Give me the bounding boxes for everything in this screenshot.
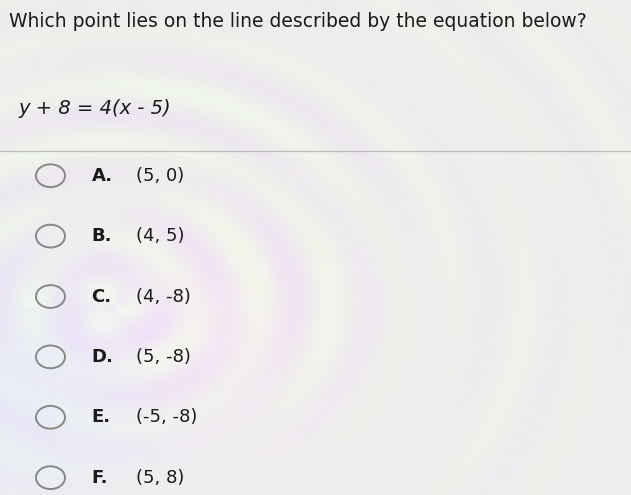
Text: y + 8 = 4(x - 5): y + 8 = 4(x - 5)	[19, 99, 172, 118]
Text: (4, 5): (4, 5)	[136, 227, 184, 245]
Text: Which point lies on the line described by the equation below?: Which point lies on the line described b…	[9, 12, 587, 31]
Text: (-5, -8): (-5, -8)	[136, 408, 197, 426]
Text: C.: C.	[91, 288, 112, 305]
Text: B.: B.	[91, 227, 112, 245]
Text: (4, -8): (4, -8)	[136, 288, 191, 305]
Text: (5, -8): (5, -8)	[136, 348, 191, 366]
Text: E.: E.	[91, 408, 110, 426]
Text: (5, 0): (5, 0)	[136, 167, 184, 185]
Text: D.: D.	[91, 348, 114, 366]
Text: F.: F.	[91, 469, 108, 487]
Text: A.: A.	[91, 167, 112, 185]
Text: (5, 8): (5, 8)	[136, 469, 184, 487]
